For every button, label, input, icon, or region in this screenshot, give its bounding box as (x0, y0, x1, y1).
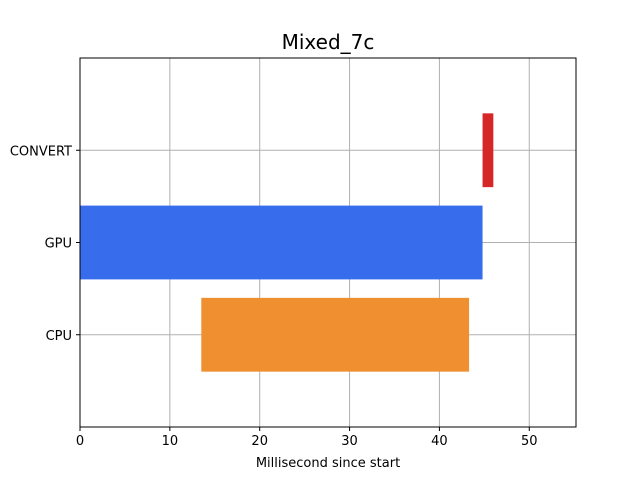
y-tick-label-convert: CONVERT (10, 144, 72, 159)
x-axis-label: Millisecond since start (256, 456, 400, 471)
x-tick-label: 0 (76, 434, 84, 449)
bar-cpu (201, 297, 470, 372)
bar-gpu (80, 205, 483, 280)
x-tick-label: 50 (521, 434, 538, 449)
axis-ticks: 0 10 20 30 40 50 CPU GPU CONVERT (10, 144, 538, 449)
x-tick-label: 20 (251, 434, 268, 449)
chart-title: Mixed_7c (282, 30, 375, 54)
y-tick-label-cpu: CPU (46, 329, 72, 344)
x-tick-label: 10 (162, 434, 179, 449)
bar-convert (482, 113, 494, 188)
bars (80, 113, 494, 372)
x-tick-label: 30 (341, 434, 358, 449)
x-tick-label: 40 (431, 434, 448, 449)
y-tick-label-gpu: GPU (45, 237, 72, 252)
